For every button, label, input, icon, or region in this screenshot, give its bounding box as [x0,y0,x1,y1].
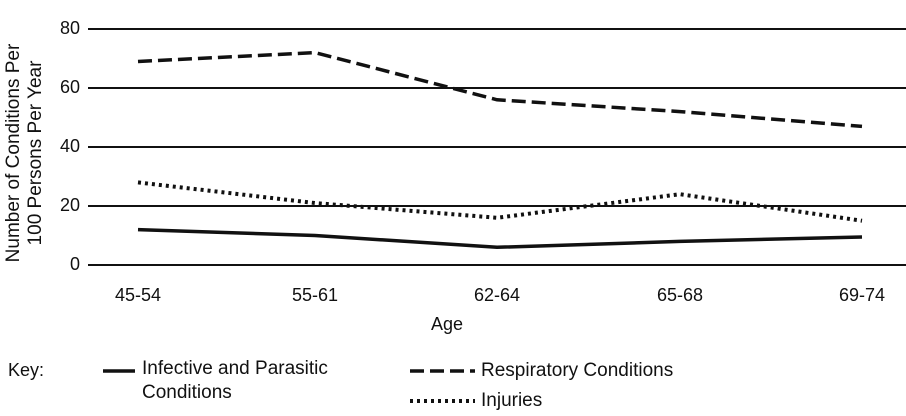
x-tick-label: 55-61 [292,285,338,305]
y-tick-label: 0 [70,254,80,274]
y-tick-label: 60 [60,77,80,97]
x-tick-label: 45-54 [115,285,161,305]
y-tick-label: 20 [60,195,80,215]
x-tick-label: 69-74 [839,285,885,305]
x-tick-label: 62-64 [474,285,520,305]
legend-label: Injuries [481,390,543,411]
y-tick-label: 40 [60,136,80,156]
series-line [137,180,863,223]
legend-title: Key: [8,360,44,380]
x-tick-label: 65-68 [657,285,703,305]
series-line [137,50,863,129]
y-axis-title: Number of Conditions Per 100 Persons Per… [3,43,46,263]
y-tick-label: 80 [60,18,80,38]
series-line [137,227,863,250]
legend-label: Infective and Parasitic Conditions [142,358,328,403]
x-axis-title: Age [431,314,463,334]
legend-label: Respiratory Conditions [481,360,674,381]
